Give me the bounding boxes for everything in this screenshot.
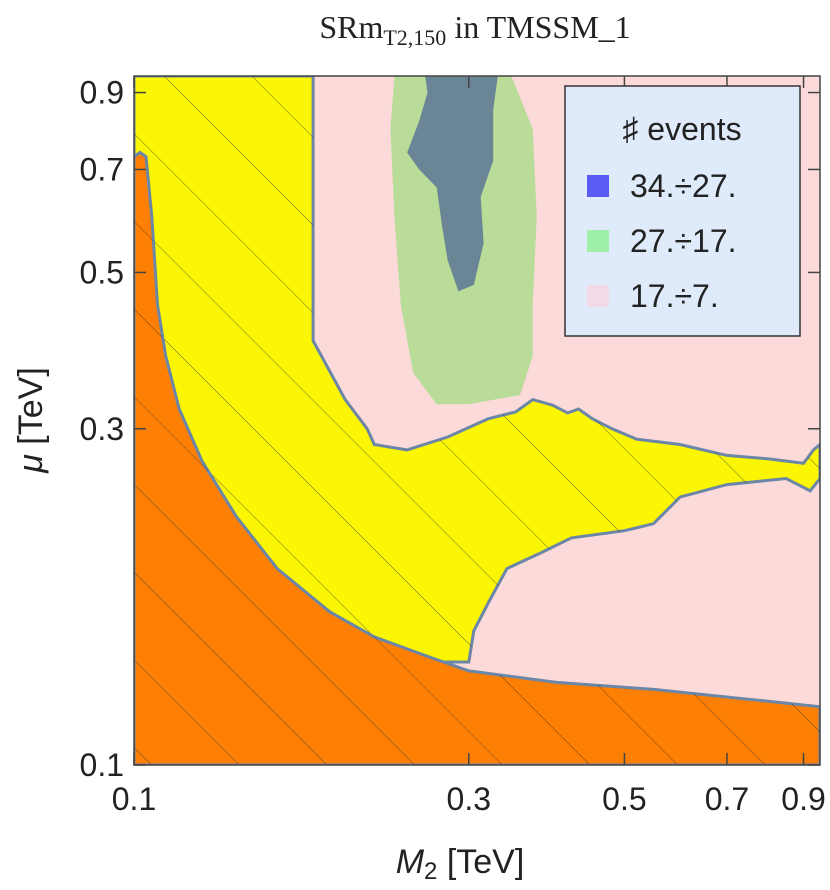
x-tick-label: 0.7 (705, 781, 749, 817)
legend-swatch (587, 285, 609, 307)
region-3-hatch (134, 76, 820, 662)
region-4-hatch (134, 152, 820, 765)
chart-title: SRmT2,150 in TMSSM_1 (319, 9, 630, 50)
legend-swatch (587, 230, 609, 252)
plot-frame (133, 75, 821, 766)
legend: ♯ events 34.÷27. 27.÷17. 17.÷7. (564, 85, 801, 337)
x-tick-label: 0.9 (781, 781, 825, 817)
legend-swatch (587, 175, 609, 197)
legend-entries: 34.÷27. 27.÷17. 17.÷7. (587, 168, 737, 314)
x-tick-label: 0.1 (112, 781, 156, 817)
y-axis-label: μ [TeV] (12, 367, 50, 474)
legend-label: 27.÷17. (630, 223, 737, 259)
y-tick-label: 0.5 (80, 254, 124, 290)
legend-label: 17.÷7. (630, 278, 719, 314)
x-axis-ticks: 0.1 0.3 0.5 0.7 0.9 (112, 76, 826, 817)
y-axis-ticks: 0.1 0.3 0.5 0.7 0.9 (80, 75, 820, 783)
legend-title: ♯ events (622, 111, 741, 147)
region-2 (407, 76, 498, 292)
y-tick-label: 0.9 (80, 75, 124, 111)
y-tick-label: 0.3 (80, 411, 124, 447)
y-tick-label: 0.1 (80, 747, 124, 783)
x-tick-label: 0.5 (602, 781, 646, 817)
x-tick-label: 0.3 (447, 781, 491, 817)
legend-label: 34.÷27. (630, 168, 737, 204)
y-tick-label: 0.7 (80, 151, 124, 187)
x-axis-label: M2 [TeV] (396, 843, 525, 885)
